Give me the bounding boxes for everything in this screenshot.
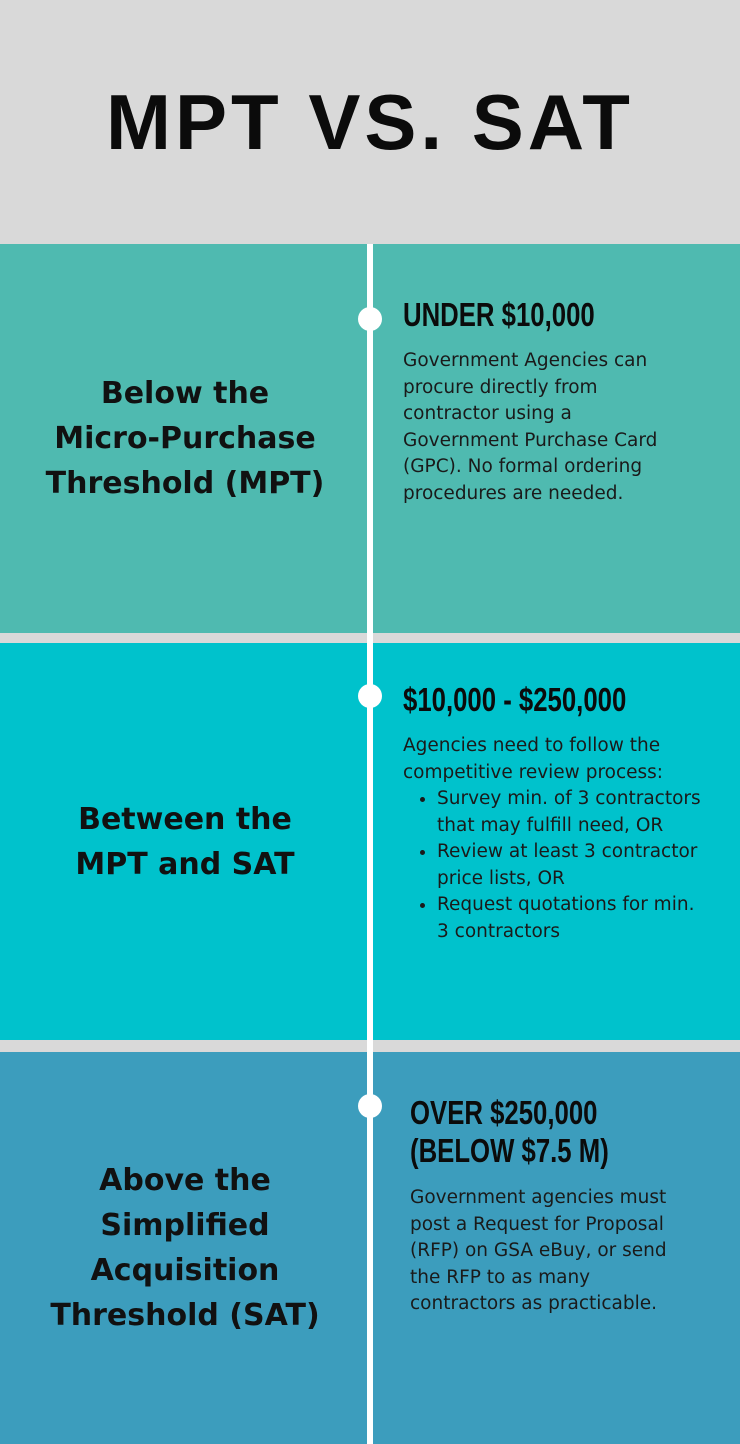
label-line: Above the	[99, 1163, 271, 1198]
label-line: Micro-Purchase	[54, 421, 316, 456]
section-heading: OVER $250,000 (BELOW $7.5 M)	[410, 1094, 609, 1170]
list-item: Request quotations for min. 3 contractor…	[437, 892, 703, 945]
section-label: Below the Micro-Purchase Threshold (MPT)	[0, 244, 370, 633]
section-heading: UNDER $10,000	[403, 296, 595, 333]
section-label: Above the Simplified Acquisition Thresho…	[0, 1052, 370, 1444]
section-label: Between the MPT and SAT	[0, 643, 370, 1040]
label-line: Threshold (MPT)	[45, 466, 325, 501]
timeline-line	[367, 244, 373, 1444]
timeline-dot	[358, 1094, 382, 1118]
label-line: Simplified	[100, 1208, 270, 1243]
label-line: MPT and SAT	[75, 846, 295, 882]
section-body: Government agencies must post a Request …	[410, 1187, 667, 1314]
heading-line: (BELOW $7.5 M)	[410, 1132, 609, 1169]
label-line: Threshold (SAT)	[50, 1298, 320, 1333]
section-body: Government Agencies can procure directly…	[403, 350, 658, 504]
heading-line: OVER $250,000	[410, 1094, 598, 1131]
list-item: Review at least 3 contractor price lists…	[437, 839, 703, 892]
section-body: Agencies need to follow the competitive …	[403, 733, 703, 945]
label-line: Between the	[78, 801, 292, 837]
bullet-list: Survey min. of 3 contractors that may fu…	[403, 786, 703, 945]
list-item: Survey min. of 3 contractors that may fu…	[437, 786, 703, 839]
body-intro: Agencies need to follow the competitive …	[403, 735, 664, 783]
label-line: Acquisition	[90, 1253, 280, 1288]
page-title: MPT VS. SAT	[106, 77, 634, 166]
timeline-dot	[358, 684, 382, 708]
timeline-dot	[358, 307, 382, 331]
label-line: Below the	[100, 376, 270, 411]
section-heading: $10,000 - $250,000	[403, 681, 627, 718]
